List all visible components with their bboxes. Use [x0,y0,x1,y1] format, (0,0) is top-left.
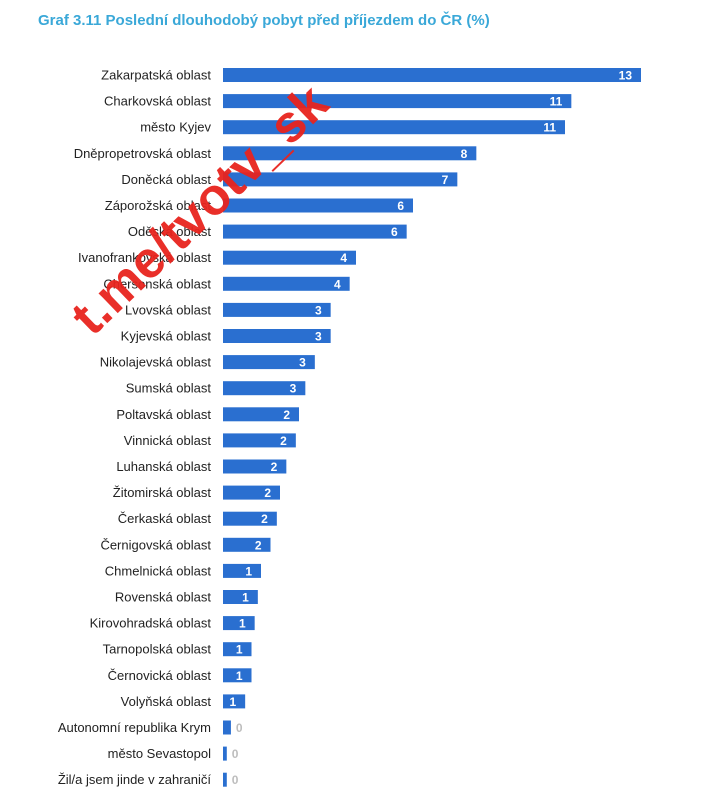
category-label: Čerkaská oblast [118,511,212,526]
bar [223,459,287,474]
category-label: Autonomní republika Krym [58,720,211,735]
bar [223,772,227,787]
bar [223,407,299,422]
bar [223,537,271,552]
category-label: Sumská oblast [126,381,212,396]
bar [223,616,255,631]
value-label: 0 [232,747,239,761]
value-label: 2 [283,408,290,422]
value-label: 2 [255,538,262,552]
value-label: 4 [334,277,341,291]
value-label: 3 [315,330,322,344]
category-label: Chmelnická oblast [105,563,212,578]
category-label: město Sevastopol [108,746,211,761]
bar [223,433,296,448]
value-label: 1 [239,617,246,631]
bar [223,302,331,317]
category-label: Chersonská oblast [103,276,211,291]
bar [223,355,315,370]
value-label: 6 [391,225,398,239]
bar [223,94,572,109]
category-label: Vinnická oblast [124,433,212,448]
value-label: 13 [619,69,633,83]
bar [223,68,641,82]
value-label: 1 [242,591,249,605]
category-label: Dněpropetrovská oblast [74,146,212,161]
bar [223,276,350,291]
bar [223,329,331,343]
category-label: Tarnopolská oblast [103,642,212,657]
value-label: 11 [550,95,563,109]
category-label: Nikolajevská oblast [100,355,212,370]
chart-title: Graf 3.11 Poslední dlouhodobý pobyt před… [38,12,490,29]
value-label: 3 [299,356,306,370]
category-label: Poltavská oblast [116,407,211,422]
bar [223,172,458,187]
value-label: 7 [442,173,449,187]
bar [223,720,231,735]
category-label: Kyjevská oblast [121,329,212,344]
value-label: 2 [271,460,278,474]
value-label: 2 [261,512,268,526]
category-label: Charkovská oblast [104,94,211,109]
bar [223,590,258,604]
bar [223,485,280,500]
value-label: 8 [461,147,468,161]
value-label: 6 [397,199,404,213]
category-label: město Kyjev [140,120,211,135]
bar [223,198,413,213]
value-label: 4 [340,251,347,265]
bar [223,146,477,161]
category-label: Volyňská oblast [121,694,212,709]
category-label: Zakarpatská oblast [101,68,211,83]
category-label: Žitomirská oblast [113,485,212,500]
category-label: Černovická oblast [108,668,212,683]
value-label: 2 [280,434,287,448]
category-label: Oděská oblast [128,224,211,239]
value-label: 2 [264,486,271,500]
category-label: Doněcká oblast [121,172,211,187]
value-label: 3 [315,303,322,317]
bar [223,746,227,761]
bar [223,250,356,265]
category-label: Kirovohradská oblast [90,616,212,631]
value-label: 0 [232,773,239,787]
bar [223,224,407,239]
bar [223,563,261,578]
bar [223,694,246,709]
bar [223,381,306,396]
category-label: Ivanofrankovská oblast [78,250,211,265]
bar [223,511,277,526]
category-label: Rovenská oblast [115,590,211,605]
bar [223,120,565,135]
value-label: 1 [229,695,236,709]
category-label: Luhanská oblast [116,459,211,474]
category-label: Černigovská oblast [100,537,211,552]
value-label: 1 [245,564,252,578]
bar [223,642,252,657]
bar [223,668,252,683]
category-label: Žil/a jsem jinde v zahraničí [58,772,212,787]
value-label: 1 [236,643,243,657]
value-label: 3 [290,382,297,396]
value-label: 11 [543,121,556,135]
category-label: Lvovská oblast [125,302,211,317]
category-label: Záporožská oblast [105,198,212,213]
value-label: 1 [236,669,243,683]
value-label: 0 [236,721,243,735]
